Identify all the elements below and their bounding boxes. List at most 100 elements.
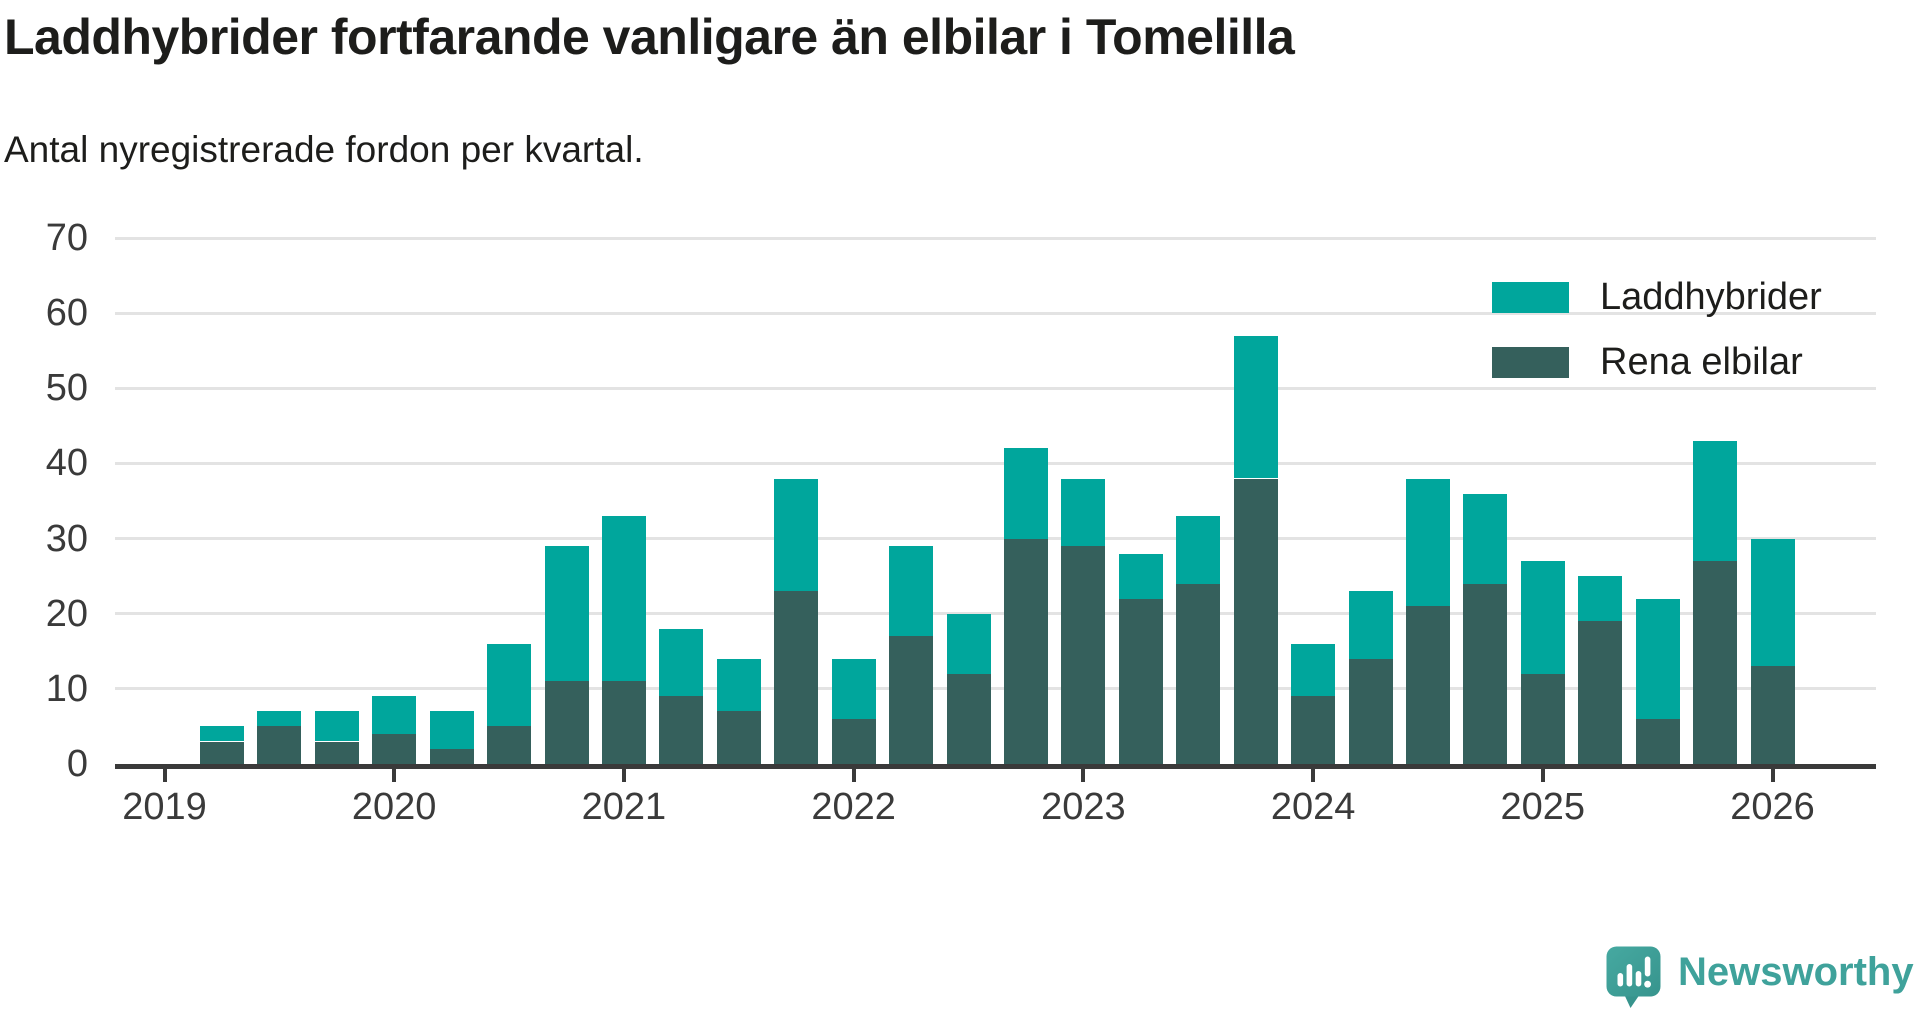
bar-segment bbox=[946, 673, 991, 764]
bar-segment bbox=[774, 478, 819, 592]
bar-segment bbox=[1578, 576, 1623, 622]
x-tick-label: 2023 bbox=[1041, 786, 1126, 828]
bar-segment bbox=[429, 749, 474, 764]
bar-segment bbox=[1406, 478, 1450, 607]
gridline bbox=[115, 236, 1876, 240]
bar-segment bbox=[1348, 591, 1393, 659]
newsworthy-logo-icon bbox=[1606, 946, 1661, 1008]
y-tick-label: 20 bbox=[45, 592, 88, 635]
y-tick-label: 40 bbox=[45, 442, 88, 485]
gridline bbox=[115, 461, 1876, 465]
legend-item-laddhybrider: Laddhybrider bbox=[1492, 278, 1822, 316]
gridline bbox=[115, 687, 1876, 691]
bar-segment bbox=[716, 658, 761, 712]
x-axis-tick bbox=[392, 769, 397, 782]
bar-segment bbox=[1291, 643, 1336, 697]
bar-segment bbox=[1578, 621, 1623, 764]
x-tick-label: 2022 bbox=[811, 786, 896, 828]
y-tick-label: 60 bbox=[45, 292, 88, 335]
bar-segment bbox=[1233, 478, 1278, 764]
bar-segment bbox=[889, 546, 934, 637]
x-axis-tick bbox=[1540, 769, 1545, 782]
bar-segment bbox=[1463, 583, 1508, 764]
gridline bbox=[115, 386, 1876, 390]
bar-segment bbox=[257, 711, 302, 727]
x-axis-tick bbox=[1311, 769, 1316, 782]
bar-segment bbox=[544, 681, 589, 764]
newsworthy-logo-text: Newsworthy bbox=[1678, 950, 1914, 994]
bar-segment bbox=[1750, 538, 1795, 667]
bar-segment bbox=[1635, 598, 1680, 719]
x-tick-label: 2019 bbox=[122, 786, 207, 828]
y-tick-label: 70 bbox=[45, 217, 88, 259]
x-axis-tick bbox=[851, 769, 856, 782]
page-title: Laddhybrider fortfarande vanligare än el… bbox=[4, 9, 1295, 65]
bar-segment bbox=[601, 516, 646, 682]
x-axis-tick bbox=[1770, 769, 1775, 782]
bar-segment bbox=[314, 711, 359, 742]
y-tick-label: 0 bbox=[66, 743, 88, 785]
bar-segment bbox=[1176, 516, 1221, 584]
x-axis-line bbox=[115, 764, 1876, 769]
legend-swatch-laddhybrider bbox=[1492, 281, 1569, 313]
bar-segment bbox=[601, 681, 646, 764]
bar-segment bbox=[1406, 606, 1450, 764]
bar-segment bbox=[831, 658, 876, 719]
bar-segment bbox=[1635, 718, 1680, 764]
x-tick-label: 2024 bbox=[1270, 786, 1356, 828]
bar-segment bbox=[1520, 673, 1565, 764]
bar-segment bbox=[487, 726, 532, 764]
bar-segment bbox=[1176, 583, 1221, 764]
bar-segment bbox=[257, 726, 302, 764]
bar-segment bbox=[774, 591, 819, 764]
legend-label-rena-elbilar: Rena elbilar bbox=[1600, 341, 1803, 383]
bar-segment bbox=[831, 718, 876, 764]
x-tick-label: 2026 bbox=[1730, 786, 1815, 828]
bar-segment bbox=[1750, 666, 1795, 764]
bar-segment bbox=[1233, 335, 1278, 479]
y-tick-label: 10 bbox=[45, 667, 88, 710]
legend: Laddhybrider Rena elbilar bbox=[1492, 278, 1822, 381]
chart-subtitle: Antal nyregistrerade fordon per kvartal. bbox=[4, 129, 644, 170]
gridline bbox=[115, 612, 1876, 616]
bar-segment bbox=[372, 696, 417, 734]
bar-segment bbox=[1463, 493, 1508, 584]
bar-segment bbox=[314, 741, 359, 764]
bar-segment bbox=[199, 726, 244, 742]
bar-segment bbox=[544, 546, 589, 682]
bar-segment bbox=[1118, 598, 1163, 764]
bar-segment bbox=[1004, 448, 1048, 539]
y-tick-label: 50 bbox=[45, 367, 88, 410]
legend-label-laddhybrider: Laddhybrider bbox=[1600, 276, 1822, 318]
bar-segment bbox=[1693, 440, 1738, 562]
bar-segment bbox=[429, 711, 474, 749]
bar-segment bbox=[1291, 696, 1336, 764]
bar-segment bbox=[1520, 561, 1565, 674]
y-tick-label: 30 bbox=[45, 517, 88, 560]
bar-segment bbox=[1061, 546, 1106, 764]
bar-segment bbox=[1348, 658, 1393, 764]
bar-segment bbox=[659, 628, 704, 697]
bar-segment bbox=[946, 613, 991, 674]
x-axis-tick bbox=[162, 769, 167, 782]
bar-segment bbox=[659, 696, 704, 764]
x-axis-tick bbox=[621, 769, 626, 782]
gridline bbox=[115, 537, 1876, 541]
bar-segment bbox=[716, 711, 761, 764]
x-tick-label: 2021 bbox=[581, 786, 667, 828]
bar-segment bbox=[1004, 538, 1048, 764]
x-tick-label: 2025 bbox=[1500, 786, 1586, 828]
bar-segment bbox=[487, 643, 532, 727]
newsworthy-logo: Newsworthy bbox=[1606, 946, 1914, 1009]
bar-segment bbox=[889, 636, 934, 764]
legend-item-rena-elbilar: Rena elbilar bbox=[1492, 343, 1822, 381]
x-axis-tick bbox=[1081, 769, 1086, 782]
bar-segment bbox=[199, 741, 244, 764]
gridline bbox=[115, 311, 1876, 315]
bar-segment bbox=[1061, 478, 1106, 547]
bar-segment bbox=[1118, 553, 1163, 599]
bar-segment bbox=[1693, 561, 1738, 764]
legend-swatch-rena-elbilar bbox=[1492, 346, 1569, 378]
